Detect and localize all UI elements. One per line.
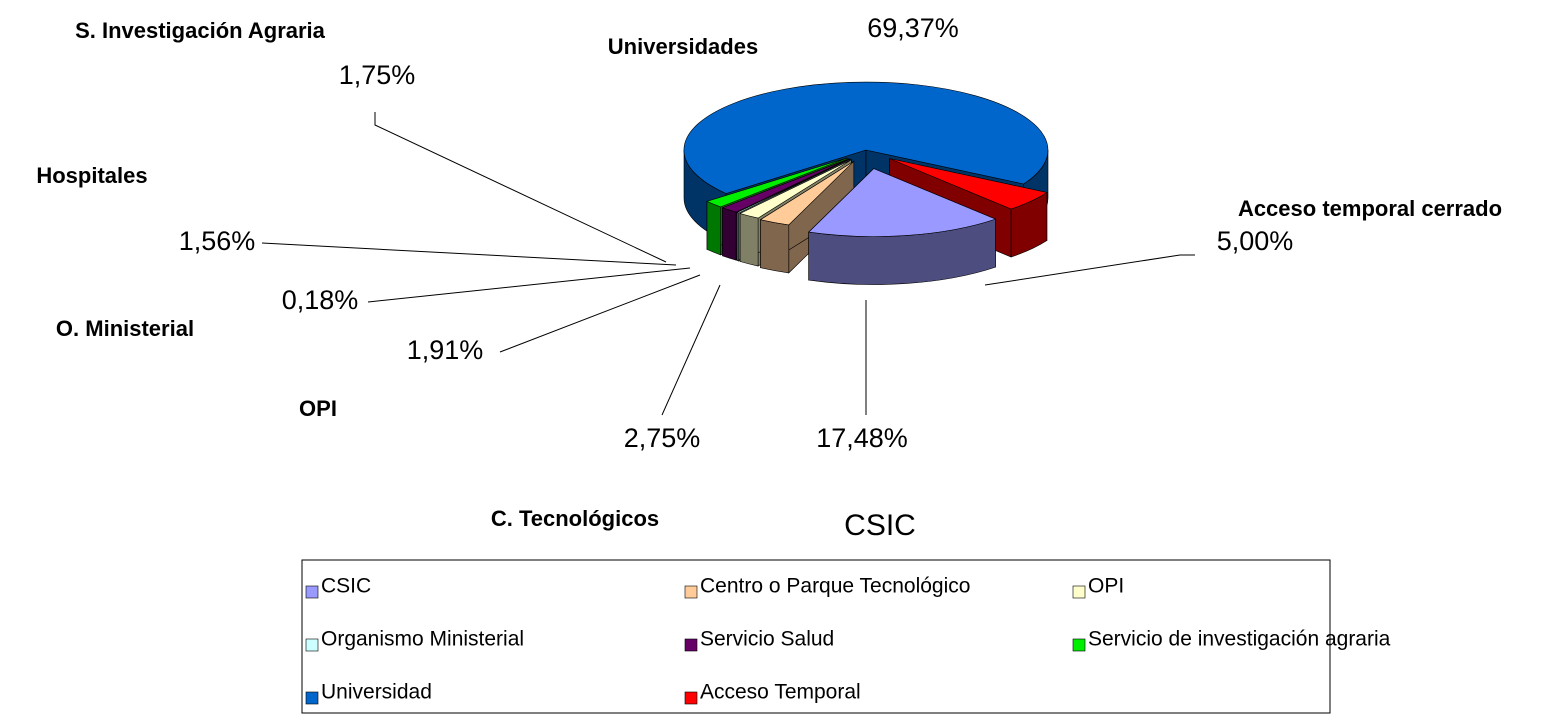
slice-side (736, 212, 739, 262)
annotation: Hospitales (36, 163, 147, 188)
slice (759, 161, 855, 226)
annotation: OPI (299, 396, 337, 421)
slice (739, 159, 852, 219)
legend-label: Universidad (321, 681, 432, 704)
slice-side (739, 213, 759, 267)
legend-label: Organismo Ministerial (321, 628, 524, 651)
slice (721, 158, 850, 213)
legend-swatch (1072, 585, 1086, 599)
legend-label: Centro o Parque Tecnológico (700, 575, 970, 598)
slice-side (706, 200, 721, 256)
slice (683, 81, 1049, 194)
leader-line (499, 274, 701, 353)
slice-side (760, 219, 790, 274)
value-label: 2,75% (624, 423, 701, 453)
legend-swatch (684, 638, 698, 652)
slice-side (722, 207, 737, 261)
value-label: 17,48% (816, 423, 908, 453)
value-label: 1,91% (407, 335, 484, 365)
slice (808, 168, 997, 237)
leader-line (261, 242, 677, 266)
legend-label: Acceso Temporal (700, 681, 861, 704)
annotation: C. Tecnológicos (491, 506, 659, 531)
annotation: Universidades (608, 34, 758, 59)
value-label: 5,00% (1217, 226, 1294, 256)
legend-swatch (1072, 638, 1086, 652)
leader-line (661, 284, 721, 416)
legend-label: Servicio Salud (700, 628, 834, 651)
legend-swatch (684, 585, 698, 599)
annotation: S. Investigación Agraria (75, 18, 326, 43)
leader-line (984, 254, 1195, 286)
slice (706, 157, 848, 208)
legend-label: OPI (1088, 575, 1124, 598)
leader-line (374, 112, 667, 263)
slice (736, 158, 851, 214)
legend-label: CSIC (321, 575, 371, 598)
chart-title: CSIC (844, 509, 916, 542)
legend-swatch (684, 691, 698, 705)
annotation: Acceso temporal cerrado (1238, 196, 1502, 221)
value-label: 69,37% (867, 13, 959, 43)
annotation: O. Ministerial (56, 316, 194, 341)
legend-label: Servicio de investigación agraria (1088, 628, 1391, 651)
legend-swatch (305, 638, 319, 652)
leader-line (367, 267, 691, 303)
value-label: 1,75% (339, 60, 416, 90)
value-label: 0,18% (282, 285, 359, 315)
legend-box (301, 559, 1331, 714)
slice (889, 158, 1048, 210)
legend-swatch (305, 691, 319, 705)
value-label: 1,56% (179, 226, 256, 256)
legend-swatch (305, 585, 319, 599)
